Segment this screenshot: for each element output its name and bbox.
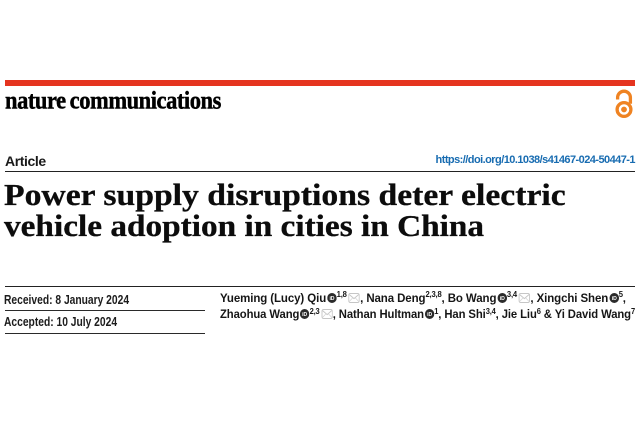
svg-text:iD: iD [302,312,307,318]
svg-text:iD: iD [611,296,616,302]
svg-text:iD: iD [329,296,334,302]
svg-text:iD: iD [500,296,505,302]
svg-text:iD: iD [427,312,432,318]
